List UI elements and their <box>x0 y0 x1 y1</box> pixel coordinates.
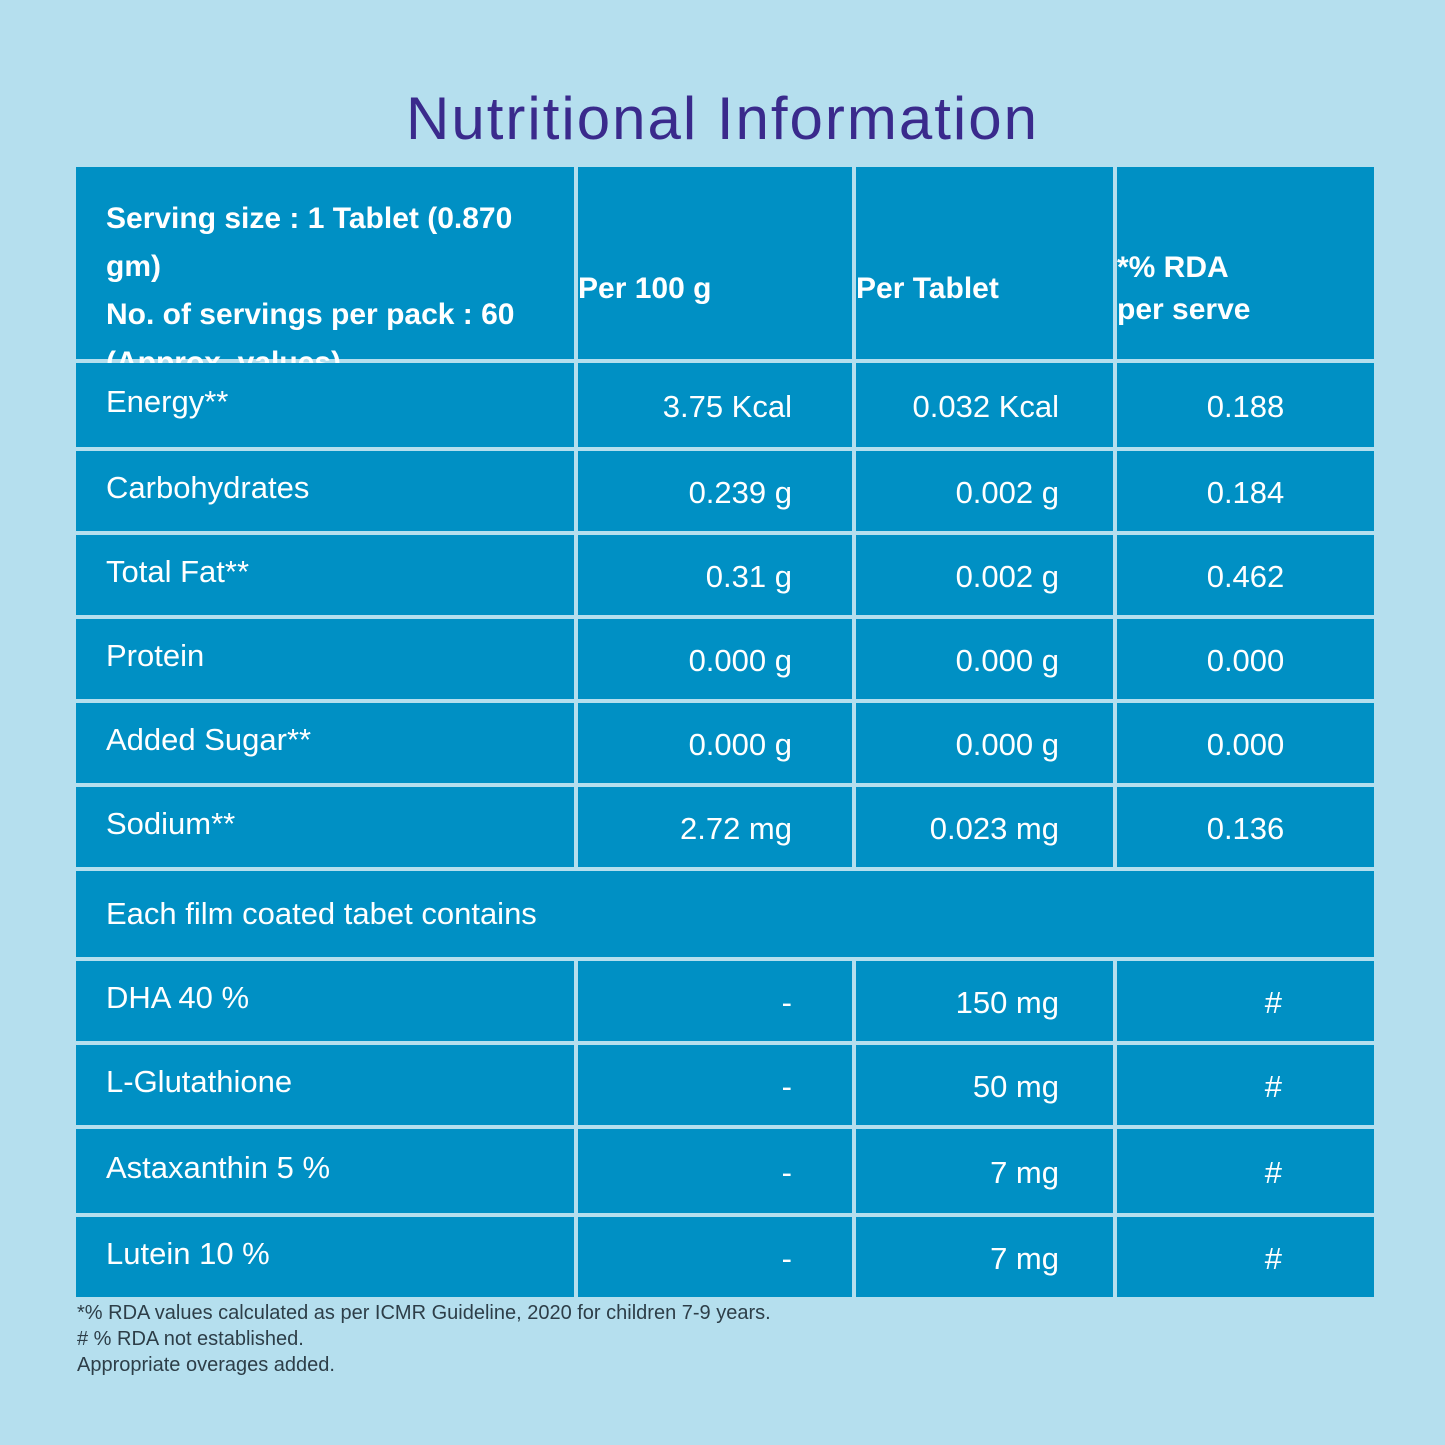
nutrient-name: Energy** <box>76 363 574 447</box>
ingredient-rda: # <box>1117 1129 1374 1213</box>
ingredient-rda: # <box>1117 1217 1374 1297</box>
nutrient-name: Carbohydrates <box>76 451 574 531</box>
ingredient-per100: - <box>578 1217 852 1297</box>
ingredient-per100: - <box>578 1045 852 1125</box>
nutrient-per100: 2.72 mg <box>578 787 852 867</box>
ingredient-rda: # <box>1117 961 1374 1041</box>
ingredient-per-tablet: 7 mg <box>856 1129 1113 1213</box>
nutrient-rda: 0.462 <box>1117 535 1374 615</box>
nutrient-per100: 0.239 g <box>578 451 852 531</box>
nutrient-rda: 0.188 <box>1117 363 1374 447</box>
ingredient-rda: # <box>1117 1045 1374 1125</box>
ingredient-per-tablet: 150 mg <box>856 961 1113 1041</box>
ingredient-per-tablet: 7 mg <box>856 1217 1113 1297</box>
serving-size-text: Serving size : 1 Tablet (0.870 gm) <box>106 202 513 283</box>
nutrient-name: Added Sugar** <box>76 703 574 783</box>
nutrient-per100: 0.31 g <box>578 535 852 615</box>
nutrient-per-tablet: 0.002 g <box>856 535 1113 615</box>
nutrient-per-tablet: 0.002 g <box>856 451 1113 531</box>
header-per-tablet: Per Tablet <box>856 167 1113 359</box>
footnotes: *% RDA values calculated as per ICMR Gui… <box>77 1300 771 1378</box>
nutrient-name: Protein <box>76 619 574 699</box>
nutrient-name: Total Fat** <box>76 535 574 615</box>
nutrient-per100: 0.000 g <box>578 619 852 699</box>
nutrient-rda: 0.184 <box>1117 451 1374 531</box>
header-per-100g: Per 100 g <box>578 167 852 359</box>
ingredient-name: Astaxanthin 5 % <box>76 1129 574 1213</box>
nutrient-rda: 0.136 <box>1117 787 1374 867</box>
nutrient-per-tablet: 0.023 mg <box>856 787 1113 867</box>
ingredient-name: DHA 40 % <box>76 961 574 1041</box>
footnote-overages: Appropriate overages added. <box>77 1354 335 1376</box>
header-serving-info: Serving size : 1 Tablet (0.870 gm) No. o… <box>76 167 574 379</box>
servings-per-pack-text: No. of servings per pack : 60 <box>106 298 515 331</box>
nutrient-per-tablet: 0.032 Kcal <box>856 363 1113 447</box>
footnote-rda-guideline: *% RDA values calculated as per ICMR Gui… <box>77 1302 771 1324</box>
header-rda: *% RDA per serve <box>1117 167 1374 359</box>
ingredient-per100: - <box>578 1129 852 1213</box>
nutrient-rda: 0.000 <box>1117 619 1374 699</box>
nutrient-per100: 0.000 g <box>578 703 852 783</box>
section-label: Each film coated tabet contains <box>76 871 1374 957</box>
nutrient-per100: 3.75 Kcal <box>578 363 852 447</box>
ingredient-name: L-Glutathione <box>76 1045 574 1125</box>
footnote-rda-not-established: # % RDA not established. <box>77 1328 304 1350</box>
page-title: Nutritional Information <box>406 85 1039 152</box>
ingredient-per100: - <box>578 961 852 1041</box>
nutrient-per-tablet: 0.000 g <box>856 703 1113 783</box>
nutrient-name: Sodium** <box>76 787 574 867</box>
nutrient-per-tablet: 0.000 g <box>856 619 1113 699</box>
nutrient-rda: 0.000 <box>1117 703 1374 783</box>
nutrition-table: Serving size : 1 Tablet (0.870 gm) No. o… <box>76 167 1374 1297</box>
ingredient-name: Lutein 10 % <box>76 1217 574 1297</box>
ingredient-per-tablet: 50 mg <box>856 1045 1113 1125</box>
